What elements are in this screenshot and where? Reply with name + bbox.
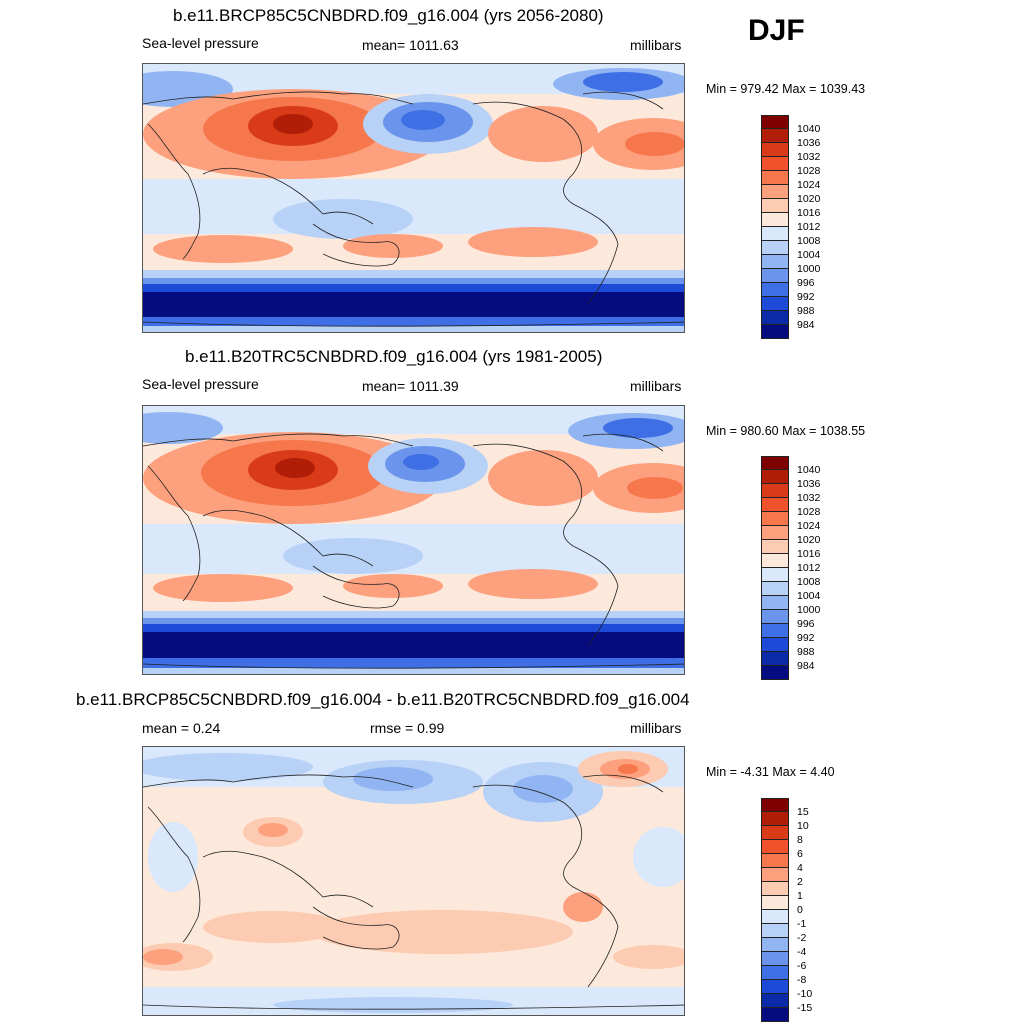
panel-1-minmax: Min = 979.42 Max = 1039.43 bbox=[706, 82, 866, 96]
colorbar-label: 1012 bbox=[797, 221, 821, 233]
colorbar-label: 1028 bbox=[797, 165, 821, 177]
colorbar-label: 1008 bbox=[797, 235, 821, 247]
panel-1-variable-label: Sea-level pressure bbox=[142, 35, 259, 51]
panel-3-map bbox=[142, 746, 685, 1016]
colorbar-label: 6 bbox=[797, 848, 803, 860]
colorbar-label: 996 bbox=[797, 277, 815, 289]
colorbar-label: -4 bbox=[797, 946, 807, 958]
panel-1-map bbox=[142, 63, 685, 333]
panel-2-title: b.e11.B20TRC5CNBDRD.f09_g16.004 (yrs 198… bbox=[185, 347, 603, 366]
panel-1-mean-label: mean= 1011.63 bbox=[362, 37, 459, 53]
colorbar-label: 4 bbox=[797, 862, 803, 874]
panel-2-variable-label: Sea-level pressure bbox=[142, 376, 259, 392]
colorbar-label: -8 bbox=[797, 974, 807, 986]
colorbar-label: 1004 bbox=[797, 590, 821, 602]
colorbar-label: 992 bbox=[797, 632, 815, 644]
panel-2-mean-label: mean= 1011.39 bbox=[362, 378, 459, 394]
colorbar-label: 1020 bbox=[797, 193, 821, 205]
season-label: DJF bbox=[748, 14, 805, 47]
colorbar-label: 1000 bbox=[797, 604, 821, 616]
colorbar-label: 1012 bbox=[797, 562, 821, 574]
colorbar-label: -15 bbox=[797, 1002, 813, 1014]
colorbar-label: 1016 bbox=[797, 548, 821, 560]
colorbar-label: 1024 bbox=[797, 520, 821, 532]
panel-1-slp-field bbox=[143, 64, 684, 332]
panel-2-units-label: millibars bbox=[630, 378, 682, 394]
colorbar-label: 1008 bbox=[797, 576, 821, 588]
panel-3-mean-label: mean = 0.24 bbox=[142, 720, 221, 736]
colorbar-label: 984 bbox=[797, 319, 815, 331]
colorbar-label: 1024 bbox=[797, 179, 821, 191]
panel-1-title: b.e11.BRCP85C5CNBDRD.f09_g16.004 (yrs 20… bbox=[173, 6, 604, 25]
colorbar-label: -1 bbox=[797, 918, 807, 930]
panel-3-title: b.e11.BRCP85C5CNBDRD.f09_g16.004 - b.e11… bbox=[76, 690, 690, 709]
colorbar-label: 984 bbox=[797, 660, 815, 672]
colorbar-label: 1032 bbox=[797, 492, 821, 504]
colorbar-label: 988 bbox=[797, 646, 815, 658]
colorbar-label: 992 bbox=[797, 291, 815, 303]
colorbar-label: 996 bbox=[797, 618, 815, 630]
panel-3-units-label: millibars bbox=[630, 720, 682, 736]
colorbar-label: -10 bbox=[797, 988, 813, 1000]
colorbar-label: 1040 bbox=[797, 123, 821, 135]
colorbar-label: 0 bbox=[797, 904, 803, 916]
colorbar-label: 1004 bbox=[797, 249, 821, 261]
colorbar-label: 8 bbox=[797, 834, 803, 846]
colorbar-label: 1040 bbox=[797, 464, 821, 476]
panel-1-units-label: millibars bbox=[630, 37, 682, 53]
colorbar-label: 2 bbox=[797, 876, 803, 888]
colorbar-label: 1016 bbox=[797, 207, 821, 219]
colorbar-label: 1032 bbox=[797, 151, 821, 163]
colorbar-label: 1000 bbox=[797, 263, 821, 275]
panel-2-minmax: Min = 980.60 Max = 1038.55 bbox=[706, 424, 866, 438]
colorbar-label: 1020 bbox=[797, 534, 821, 546]
panel-2-map bbox=[142, 405, 685, 675]
colorbar-label: 1 bbox=[797, 890, 803, 902]
colorbar-label: -2 bbox=[797, 932, 807, 944]
colorbar-label: 1028 bbox=[797, 506, 821, 518]
colorbar-label: 10 bbox=[797, 820, 809, 832]
colorbar-label: 988 bbox=[797, 305, 815, 317]
panel-3-rmse-label: rmse = 0.99 bbox=[370, 720, 445, 736]
panel-3-difference-field bbox=[143, 747, 684, 1015]
panel-3-minmax: Min = -4.31 Max = 4.40 bbox=[706, 765, 835, 779]
colorbar-label: 15 bbox=[797, 806, 809, 818]
colorbar-label: 1036 bbox=[797, 137, 821, 149]
colorbar-label: 1036 bbox=[797, 478, 821, 490]
colorbar-label: -6 bbox=[797, 960, 807, 972]
panel-2-slp-field bbox=[143, 406, 684, 674]
